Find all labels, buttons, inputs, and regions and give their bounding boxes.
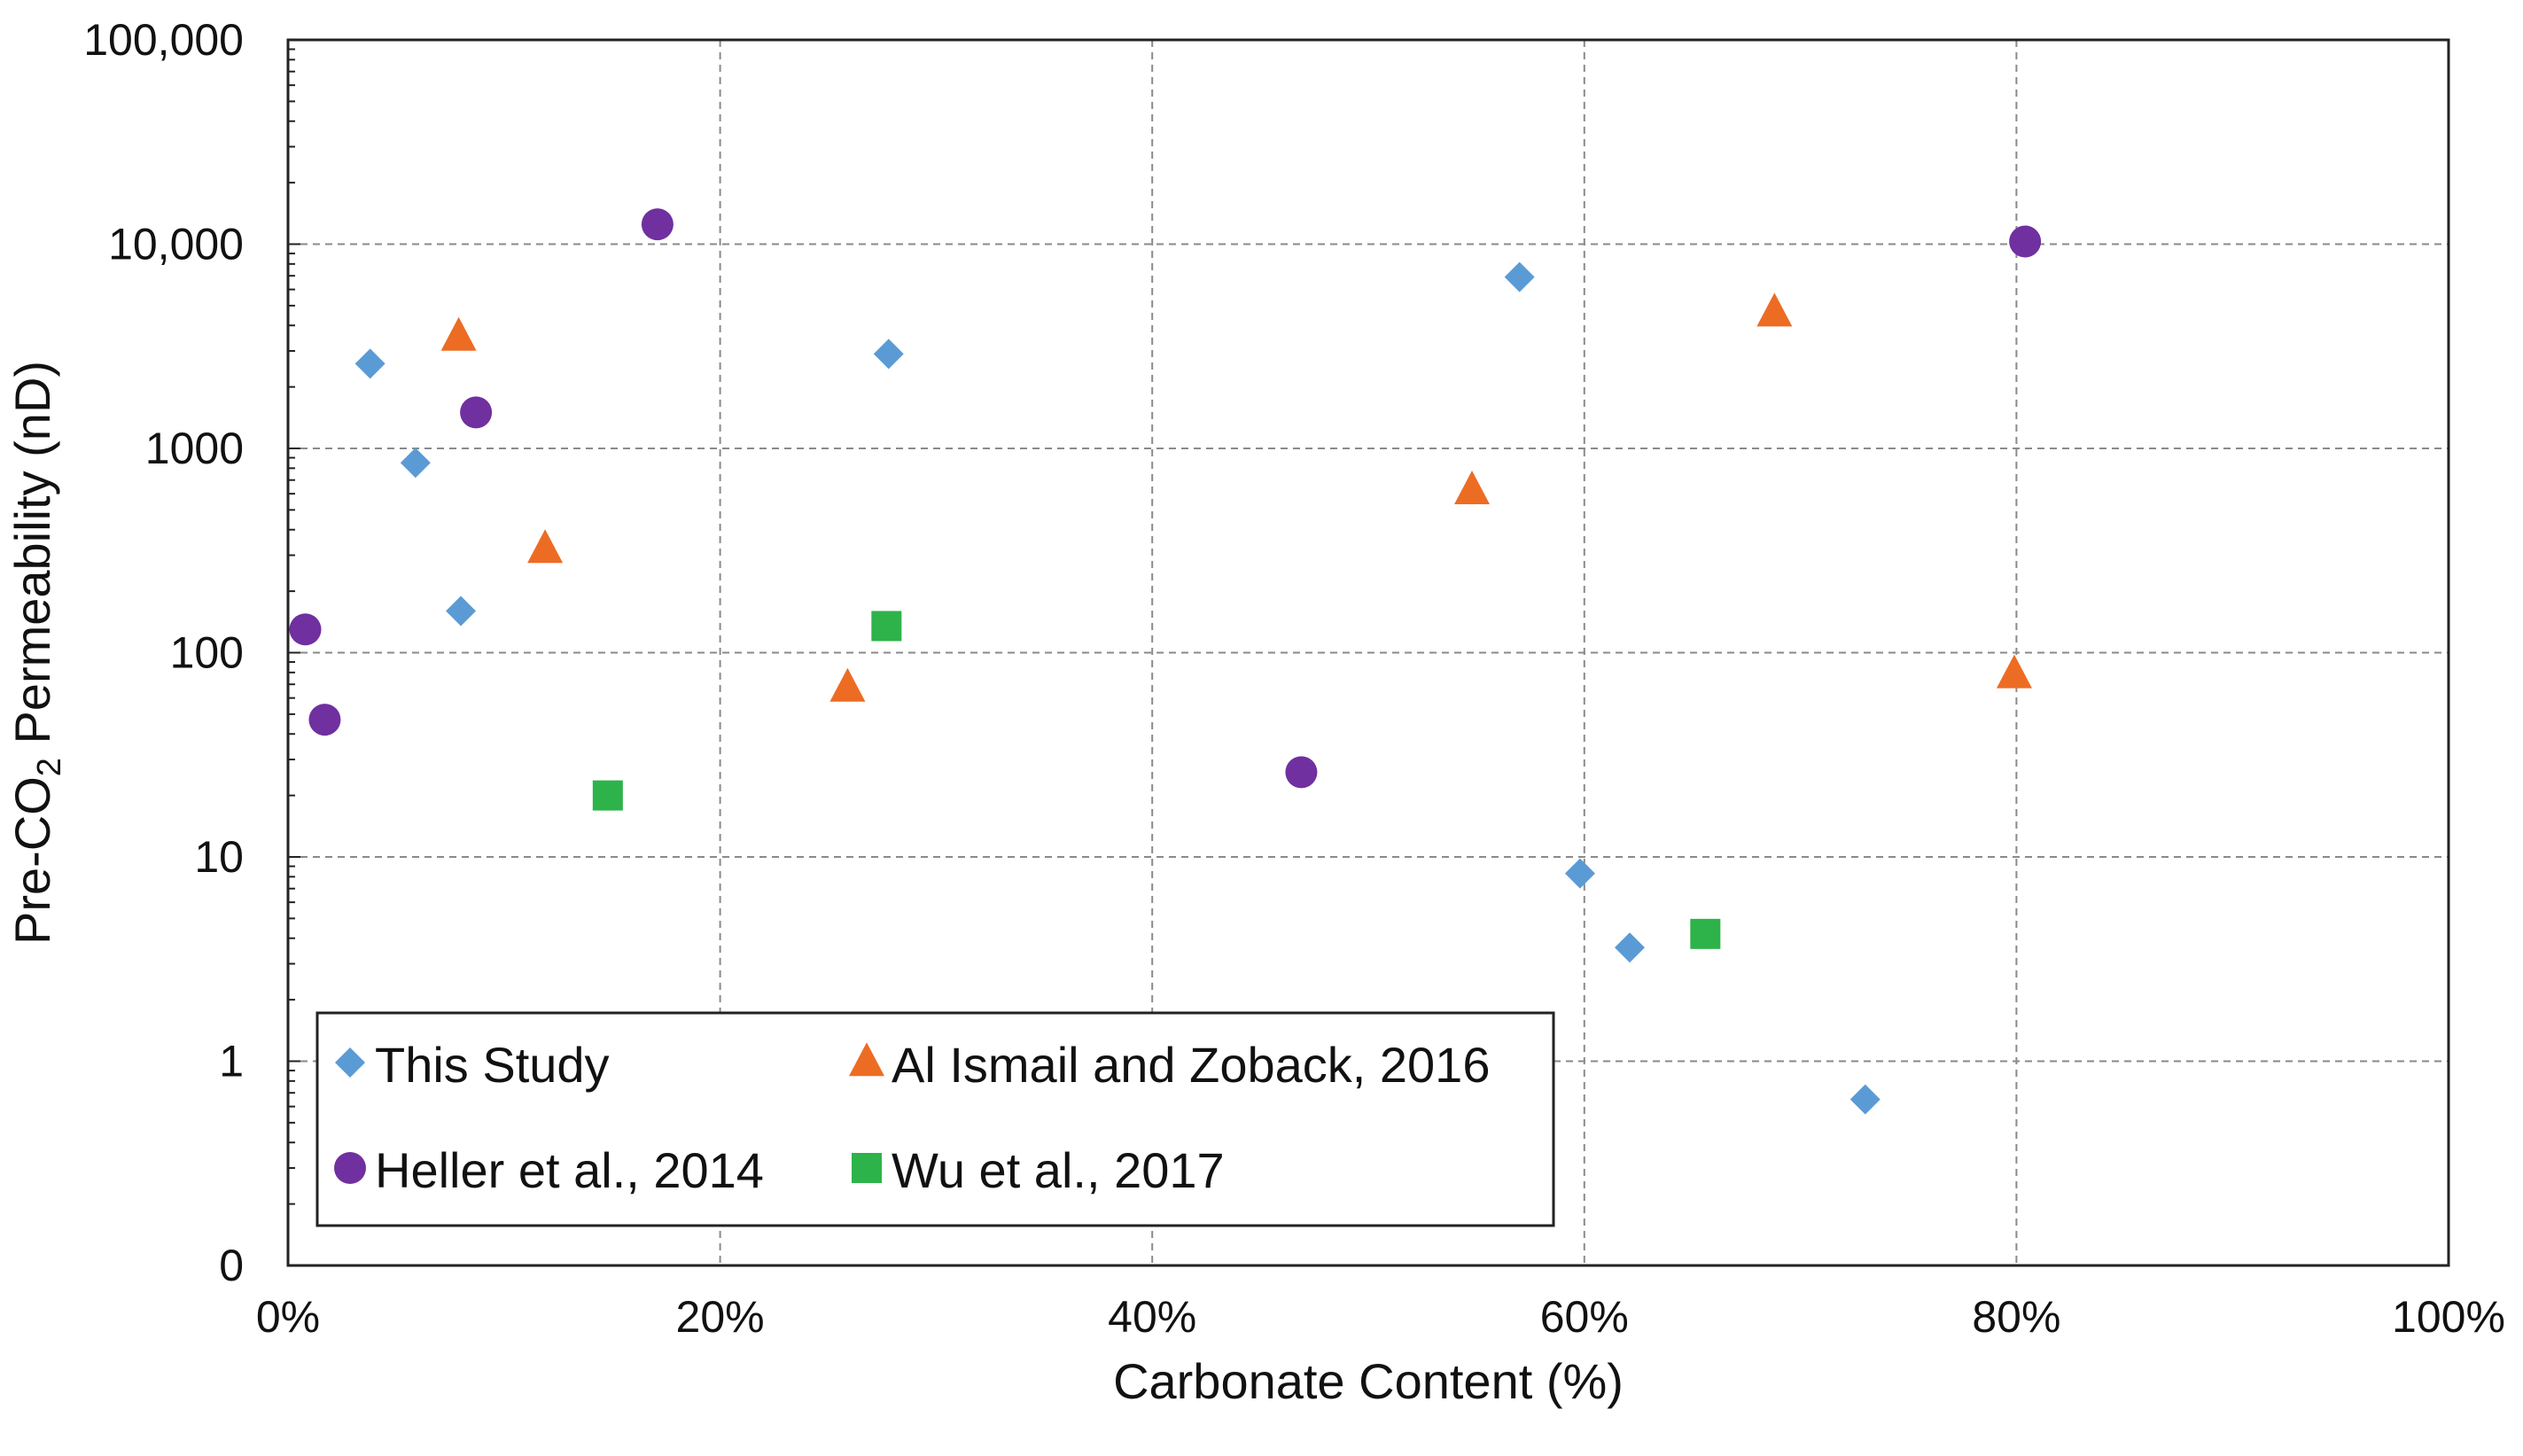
legend-entry: Heller et al., 2014 <box>334 1142 764 1198</box>
y-axis-title: Pre-CO2 Permeability (nD) <box>4 361 68 945</box>
x-tick-label: 20% <box>676 1292 765 1342</box>
data-point-heller-et-al-2014 <box>460 396 493 429</box>
legend-entry: Wu et al., 2017 <box>852 1142 1225 1198</box>
y-tick-label: 100 <box>170 628 244 678</box>
legend-label: This Study <box>375 1037 610 1093</box>
data-point-this-study <box>354 348 385 379</box>
data-point-al-ismail-and-zoback-2016 <box>440 316 477 351</box>
axis-ticks <box>288 39 300 1266</box>
data-point-this-study <box>873 339 904 370</box>
y-tick-label: 100,000 <box>83 15 244 65</box>
y-tick-label: 1 <box>219 1037 244 1086</box>
legend: This Study Al Ismail and Zoback, 2016 Hell… <box>315 1011 1555 1227</box>
y-axis-title-main: Pre-CO <box>4 776 60 945</box>
legend-entry: Al Ismail and Zoback, 2016 <box>849 1037 1490 1093</box>
y-axis-title-subscript: 2 <box>31 758 68 776</box>
legend-marker-diamond <box>335 1047 365 1078</box>
data-points <box>289 208 2042 1115</box>
x-axis-title: Carbonate Content (%) <box>1113 1353 1624 1409</box>
y-tick-label: 0 <box>219 1241 244 1290</box>
data-point-this-study <box>446 596 477 627</box>
y-tick-label: 1000 <box>145 424 244 473</box>
x-axis-tick-labels: 0% 20% 40% 60% 80% 100% <box>256 1292 2505 1342</box>
data-point-al-ismail-and-zoback-2016 <box>829 667 866 702</box>
data-point-heller-et-al-2014 <box>2009 225 2042 258</box>
data-point-this-study <box>1504 261 1535 292</box>
legend-label: Heller et al., 2014 <box>375 1142 764 1198</box>
legend-label: Wu et al., 2017 <box>892 1142 1225 1198</box>
y-tick-label: 10 <box>194 832 244 882</box>
x-tick-label: 40% <box>1108 1292 1196 1342</box>
data-point-wu-et-al-2017 <box>871 611 902 642</box>
data-point-al-ismail-and-zoback-2016 <box>1454 471 1491 505</box>
data-point-wu-et-al-2017 <box>592 780 623 811</box>
data-point-this-study <box>1564 858 1595 889</box>
data-point-this-study <box>1614 932 1645 963</box>
x-tick-label: 0% <box>256 1292 320 1342</box>
data-point-al-ismail-and-zoback-2016 <box>527 529 564 564</box>
legend-marker-triangle <box>849 1042 884 1077</box>
x-tick-label: 80% <box>1972 1292 2060 1342</box>
data-point-heller-et-al-2014 <box>308 704 341 736</box>
data-point-heller-et-al-2014 <box>289 613 322 646</box>
legend-marker-circle <box>334 1152 366 1184</box>
data-point-al-ismail-and-zoback-2016 <box>1996 654 2032 689</box>
legend-box <box>315 1011 1555 1227</box>
y-axis-title-rest: Permeability (nD) <box>4 361 60 758</box>
data-point-al-ismail-and-zoback-2016 <box>1756 292 1793 327</box>
x-tick-label: 100% <box>2392 1292 2505 1342</box>
x-tick-label: 60% <box>1540 1292 1629 1342</box>
legend-marker-square <box>852 1153 882 1183</box>
data-point-heller-et-al-2014 <box>1285 756 1318 789</box>
data-point-this-study <box>400 448 431 479</box>
data-point-heller-et-al-2014 <box>641 208 674 241</box>
data-point-this-study <box>1849 1084 1881 1115</box>
y-tick-label: 10,000 <box>108 220 244 269</box>
legend-entry: This Study <box>335 1037 610 1093</box>
data-point-wu-et-al-2017 <box>1690 918 1721 949</box>
legend-label: Al Ismail and Zoback, 2016 <box>892 1037 1490 1093</box>
y-axis-tick-labels: 0 1 10 100 1000 10,000 100,000 <box>83 15 244 1290</box>
